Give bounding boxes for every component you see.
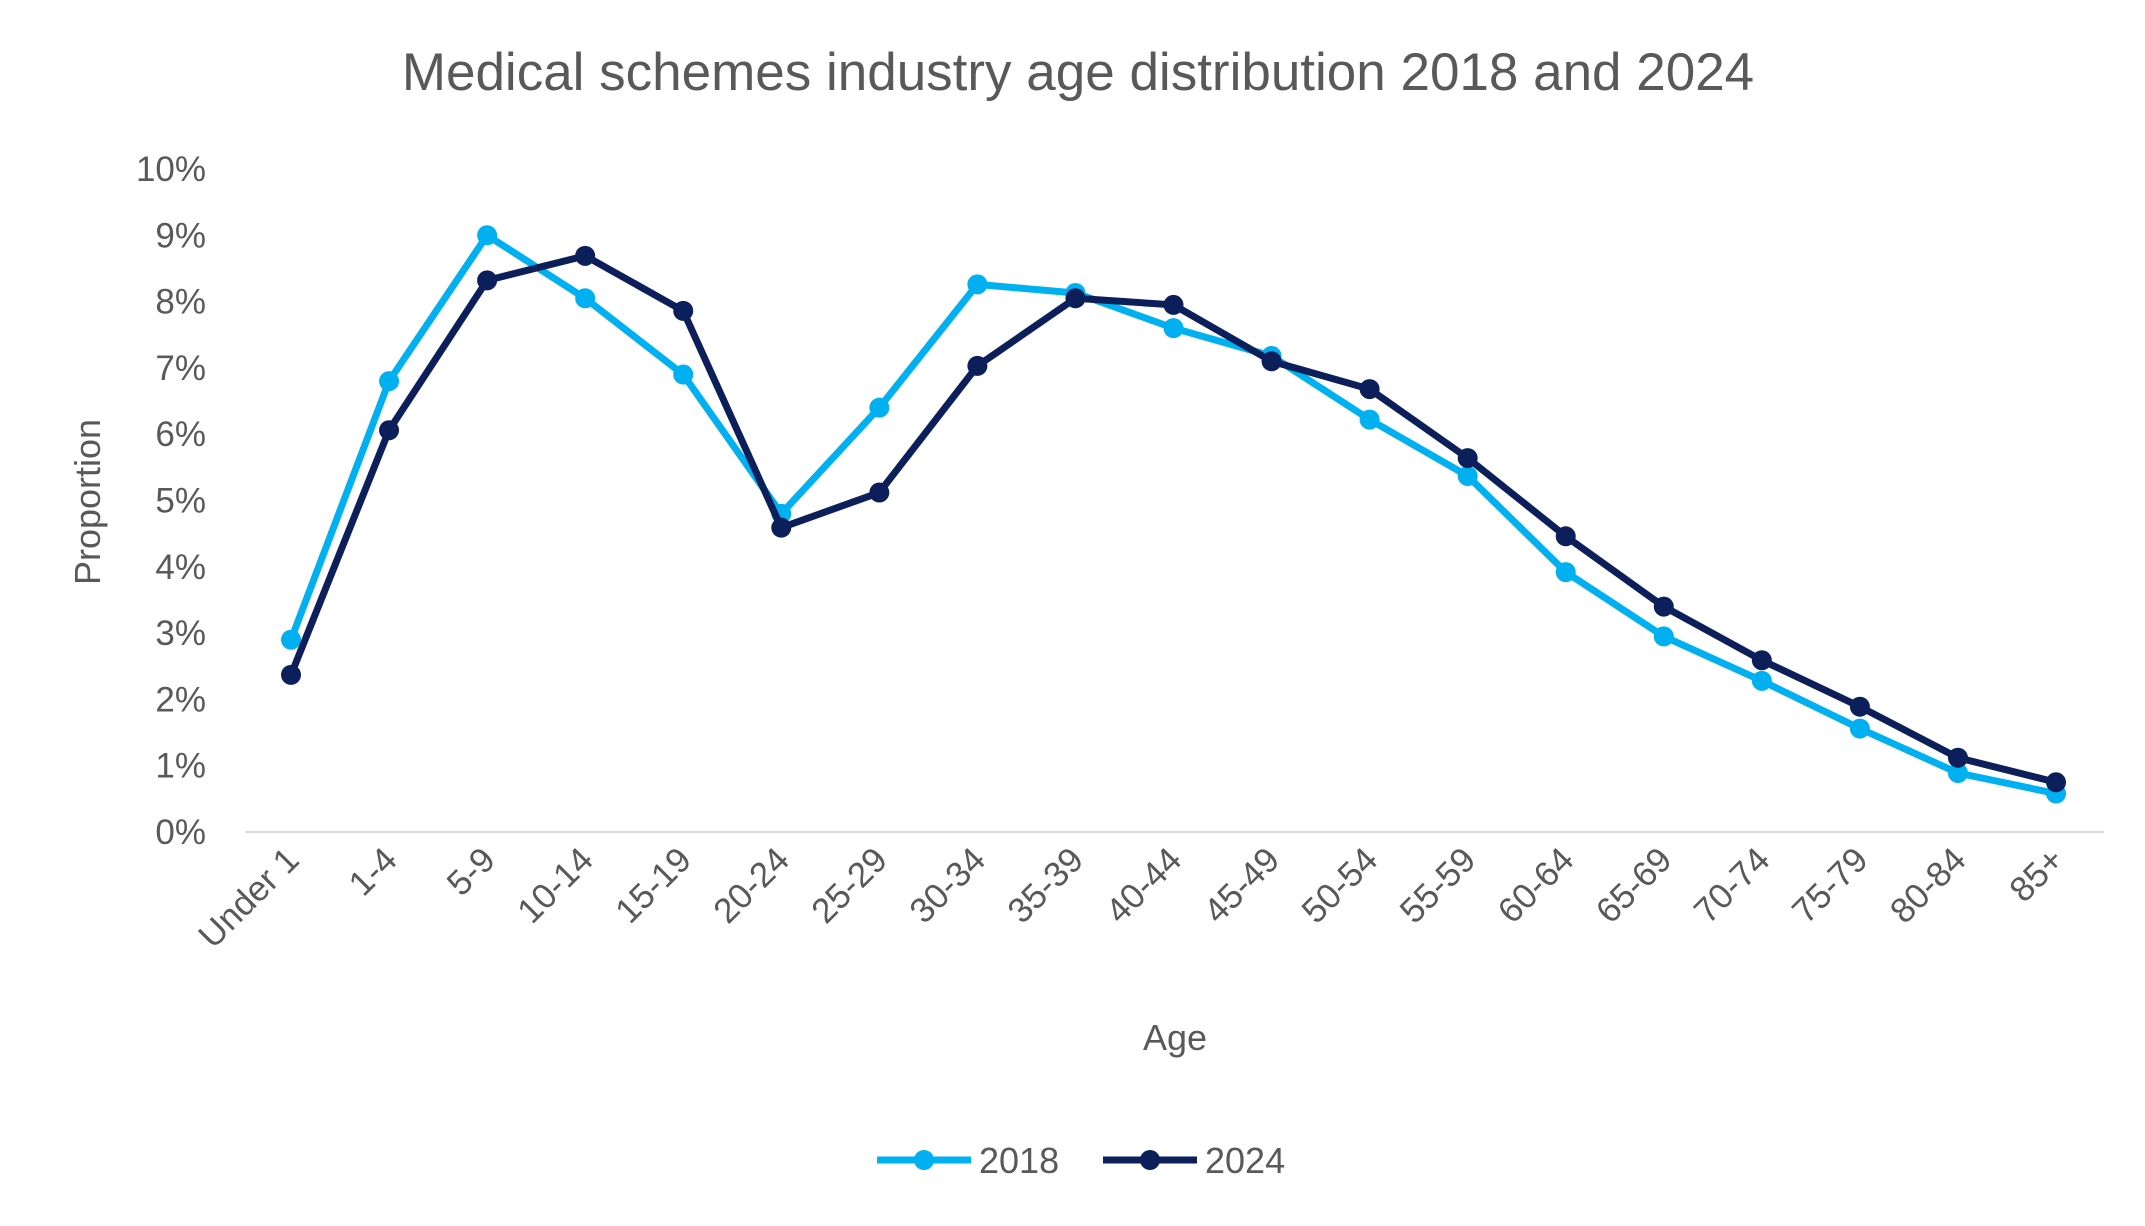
data-point <box>1849 718 1870 739</box>
data-point <box>673 364 694 385</box>
x-tick-label: 55-59 <box>1392 840 1483 931</box>
series-2018 <box>281 225 2066 804</box>
x-tick-label: 20-24 <box>706 840 797 931</box>
x-tick-label: 40-44 <box>1098 840 1189 931</box>
data-point <box>379 371 400 392</box>
x-tick-label: 30-34 <box>902 840 993 931</box>
y-tick-label: 8% <box>155 283 206 322</box>
data-point <box>379 420 400 441</box>
y-tick-label: 6% <box>155 415 206 454</box>
x-tick-label: 65-69 <box>1589 840 1680 931</box>
x-tick-label: 15-19 <box>608 840 699 931</box>
data-point <box>1653 626 1674 647</box>
legend-item-2018: 2018 <box>877 1140 1059 1181</box>
data-point <box>869 482 890 503</box>
data-point <box>869 397 890 418</box>
data-point <box>477 270 498 291</box>
y-tick-label: 10% <box>136 150 206 189</box>
data-point <box>575 245 596 266</box>
data-point <box>1065 288 1086 309</box>
chart-title: Medical schemes industry age distributio… <box>402 43 1754 102</box>
data-point <box>1947 762 1968 783</box>
x-tick-label: 10-14 <box>510 840 601 931</box>
x-tick-label: 1-4 <box>341 840 404 903</box>
y-tick-label: 0% <box>155 813 206 852</box>
legend-marker <box>1140 1150 1160 1170</box>
x-tick-label: 85+ <box>2002 840 2072 910</box>
data-point <box>1457 465 1478 486</box>
x-tick-label: 35-39 <box>1000 840 1091 931</box>
x-axis-label: Age <box>1143 1017 1207 1058</box>
data-point <box>1555 562 1576 583</box>
data-point <box>1653 596 1674 617</box>
data-point <box>281 664 301 685</box>
data-point <box>967 355 988 376</box>
legend-label: 2018 <box>979 1140 1059 1181</box>
data-point <box>1849 696 1870 717</box>
y-tick-label: 4% <box>155 548 206 587</box>
y-tick-label: 9% <box>155 216 206 255</box>
data-point <box>575 288 596 309</box>
y-tick-label: 7% <box>155 349 206 388</box>
data-point <box>1359 409 1380 430</box>
data-point <box>771 517 792 538</box>
series-2024 <box>281 245 2066 793</box>
data-point <box>281 629 301 650</box>
data-point <box>967 274 988 295</box>
legend-marker <box>914 1150 934 1170</box>
y-tick-label: 1% <box>155 747 206 786</box>
x-tick-label: 5-9 <box>439 840 502 903</box>
y-tick-label: 3% <box>155 614 206 653</box>
legend-item-2024: 2024 <box>1103 1140 1285 1181</box>
data-point <box>1163 318 1184 339</box>
legend-label: 2024 <box>1205 1140 1285 1181</box>
data-point <box>1261 351 1282 372</box>
x-tick-label: 25-29 <box>804 840 895 931</box>
data-point <box>1751 650 1772 671</box>
y-tick-label: 2% <box>155 680 206 719</box>
x-tick-label: 75-79 <box>1785 840 1876 931</box>
x-tick-label: 70-74 <box>1687 840 1778 931</box>
x-tick-label: 80-84 <box>1883 840 1974 931</box>
data-point <box>1947 747 1968 768</box>
data-point <box>1163 294 1184 315</box>
data-point <box>1457 448 1478 469</box>
data-point <box>1359 379 1380 400</box>
x-tick-label: 60-64 <box>1490 840 1581 931</box>
data-point <box>2046 772 2066 793</box>
y-axis-label: Proportion <box>67 419 108 585</box>
data-point <box>477 225 498 246</box>
legend: 2018 2024 <box>877 1140 1285 1181</box>
x-tick-label: 50-54 <box>1294 840 1385 931</box>
data-point <box>1751 670 1772 691</box>
data-point <box>673 300 694 321</box>
x-tick-label: 45-49 <box>1196 840 1287 931</box>
x-tick-label: Under 1 <box>191 840 307 956</box>
data-point <box>1555 526 1576 547</box>
y-tick-label: 5% <box>155 482 206 521</box>
